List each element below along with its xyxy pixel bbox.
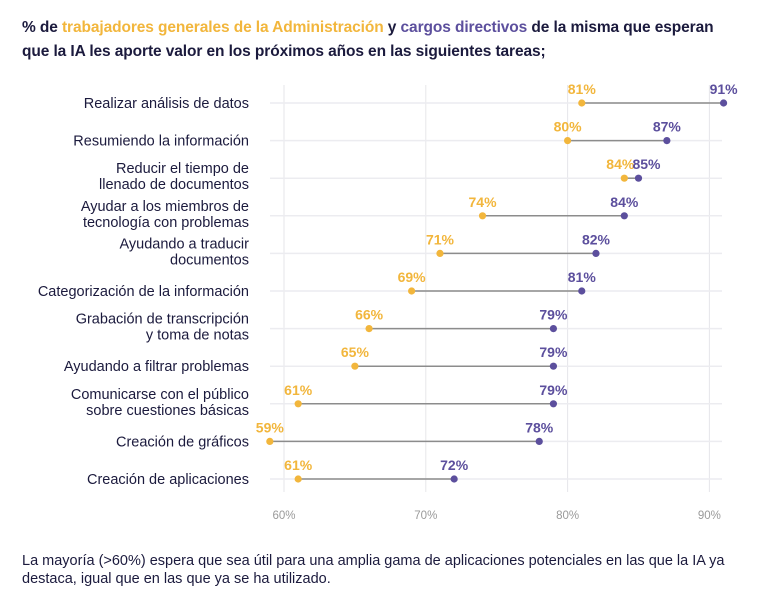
category-label-line: Grabación de transcripción [76,312,249,328]
chart-title: % de trabajadores generales de la Admini… [22,16,742,64]
dumbbell-chart: Realizar análisis de datos 81% 91% Resumien… [38,81,738,522]
workers-point [266,437,274,445]
x-axis-ticks: 60% 70% 80% 90% [272,510,720,522]
workers-value-label: 61% [284,457,313,473]
workers-point [351,362,359,370]
workers-value-label: 74% [469,194,498,210]
x-tick-label: 60% [272,510,295,522]
managers-value-label: 87% [653,119,682,135]
title-middle: y [383,19,401,36]
workers-point [578,99,586,107]
managers-value-label: 79% [539,382,568,398]
managers-point [592,249,600,257]
managers-point [578,287,586,295]
workers-point [620,174,628,182]
category-label: Ayudando a traducir documentos [119,236,249,268]
workers-point [436,249,444,257]
category-label: Grabación de transcripción y toma de nota… [76,312,249,344]
managers-value-label: 81% [568,269,597,285]
category-label: Creación de gráficos [116,434,249,450]
category-label-line: tecnología con problemas [83,215,249,231]
category-label-line: documentos [170,252,249,268]
category-label: Creación de aplicaciones [87,472,249,488]
rows: Realizar análisis de datos 81% 91% Resumien… [38,81,738,488]
workers-value-label: 65% [341,344,370,360]
workers-point [408,287,416,295]
category-label-line: Comunicarse con el público [71,387,249,403]
x-tick-label: 70% [414,510,437,522]
category-label-line: llenado de documentos [99,177,249,193]
managers-point [549,400,558,408]
managers-point [663,137,671,145]
title-suffix: de la misma que esperan que la IA les ap… [22,19,714,60]
managers-value-label: 79% [539,307,568,323]
category-label-line: y toma de notas [146,328,249,344]
managers-value-label: 84% [610,194,639,210]
x-tick-label: 80% [556,510,579,522]
workers-value-label: 66% [355,307,384,323]
workers-point [294,400,302,408]
title-prefix: % de [22,19,62,36]
title-series-workers: trabajadores generales de la Administrac… [61,19,384,36]
managers-value-label: 79% [539,344,568,360]
workers-value-label: 59% [256,419,285,435]
workers-point [564,137,572,145]
managers-point [549,362,558,370]
category-label-line: Ayudando a traducir [119,236,249,252]
managers-value-label: 82% [582,231,611,247]
category-label-line: Reducir el tiempo de [116,161,249,177]
workers-value-label: 71% [426,231,455,247]
managers-point [535,437,543,445]
managers-value-label: 78% [525,419,554,435]
managers-value-label: 91% [710,81,739,97]
category-label: Comunicarse con el público sobre cuestion… [71,387,249,419]
managers-point [450,475,458,483]
grid [270,85,722,492]
category-label: Resumiendo la información [73,134,249,150]
workers-value-label: 80% [554,119,583,135]
workers-value-label: 61% [284,382,313,398]
workers-point [294,475,302,483]
category-label: Reducir el tiempo de llenado de documento… [99,161,249,193]
workers-value-label: 69% [398,269,427,285]
managers-point [620,212,628,220]
category-label: Ayudando a filtrar problemas [64,359,249,375]
title-series-managers: cargos directivos [400,19,528,36]
managers-value-label: 72% [440,457,469,473]
category-label: Ayudar a los miembros de tecnología con p… [81,199,249,231]
category-label: Realizar análisis de datos [84,96,249,112]
category-label: Categorización de la información [38,284,249,300]
managers-point [549,325,558,333]
workers-value-label: 81% [568,81,597,97]
footer-note: La mayoría (>60%) espera que sea útil pa… [22,553,725,587]
category-label-line: Ayudar a los miembros de [81,199,249,215]
workers-point [365,325,373,333]
workers-value-label: 84% [606,156,635,172]
x-tick-label: 90% [698,510,721,522]
workers-point [478,212,487,220]
managers-value-label: 85% [632,156,661,172]
managers-point [719,99,728,107]
category-label-line: sobre cuestiones básicas [86,403,249,419]
managers-point [634,174,643,182]
